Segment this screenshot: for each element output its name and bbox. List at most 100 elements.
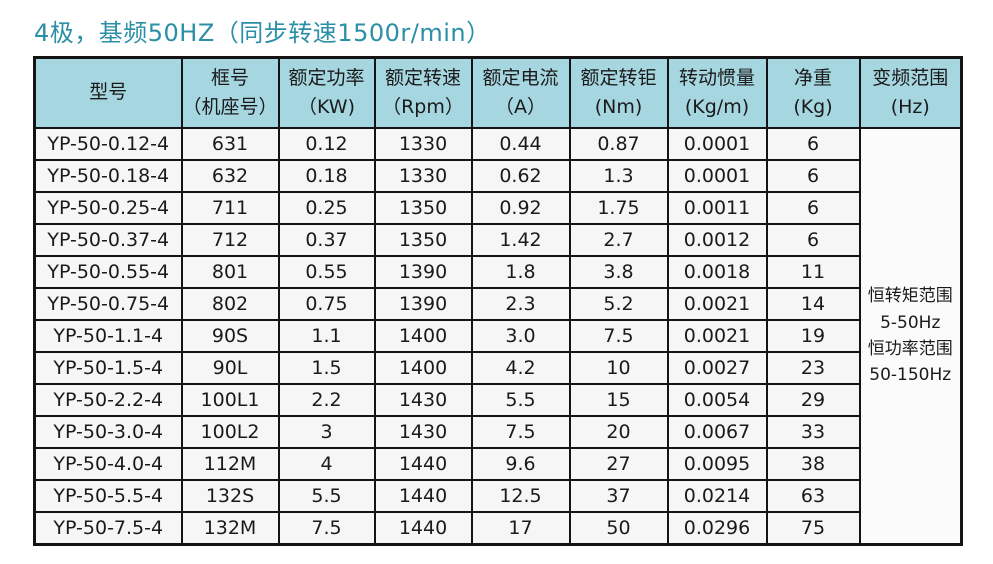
table-row: YP-50-1.1-4 90S 1.1 1400 3.0 7.5 0.0021 19 [33, 319, 962, 353]
value-cell: 4 [277, 447, 376, 481]
column-header: 框号 （机座号） [180, 56, 280, 129]
value-cell: 11 [765, 255, 861, 289]
value-cell: 33 [765, 415, 861, 449]
model-cell: YP-50-0.18-4 [33, 159, 183, 193]
value-cell: 0.0214 [666, 479, 768, 513]
value-cell: 0.25 [277, 191, 376, 225]
model-cell: YP-50-5.5-4 [33, 479, 183, 513]
column-header-label: 净重 [793, 66, 832, 89]
model-cell: YP-50-0.75-4 [33, 287, 183, 321]
column-header: 额定功率 （KW) [277, 56, 376, 129]
column-header-unit: （机座号） [182, 96, 278, 118]
model-cell: YP-50-0.37-4 [33, 223, 183, 257]
value-cell: 9.6 [470, 447, 571, 481]
column-header-label: 额定电流 [482, 66, 559, 89]
model-cell: YP-50-7.5-4 [33, 511, 183, 546]
value-cell: 1.8 [470, 255, 571, 289]
table-row: YP-50-2.2-4 100L1 2.2 1430 5.5 15 0.0054 29 [33, 383, 962, 417]
value-cell: 7.5 [568, 319, 669, 353]
table-row: YP-50-4.0-4 112M 4 1440 9.6 27 0.0095 38 [33, 447, 962, 481]
column-header: 净重 (Kg) [765, 56, 861, 129]
value-cell: 5.5 [470, 383, 571, 417]
value-cell: 19 [765, 319, 861, 353]
value-cell: 1.1 [277, 319, 376, 353]
value-cell: 632 [180, 159, 280, 193]
value-cell: 6 [765, 159, 861, 193]
value-cell: 0.0021 [666, 319, 768, 353]
column-header-unit: (Kg/m) [684, 96, 750, 118]
column-header-unit: (Kg) [793, 96, 833, 118]
value-cell: 631 [180, 127, 280, 161]
value-cell: 1440 [373, 479, 473, 513]
column-header: 型号 [33, 56, 183, 129]
column-header: 转动惯量 (Kg/m) [666, 56, 768, 129]
table-row: YP-50-1.5-4 90L 1.5 1400 4.2 10 0.0027 23 [33, 351, 962, 385]
value-cell: 0.92 [470, 191, 571, 225]
frequency-range-line: 5-50Hz [880, 312, 941, 333]
value-cell: 6 [765, 191, 861, 225]
value-cell: 5.5 [277, 479, 376, 513]
table-row: YP-50-7.5-4 132M 7.5 1440 17 50 0.0296 75 [33, 511, 962, 546]
value-cell: 1350 [373, 191, 473, 225]
value-cell: 3.8 [568, 255, 669, 289]
page-title: 4极，基频50HZ（同步转速1500r/min） [34, 19, 491, 47]
table-row: YP-50-0.55-4 801 0.55 1390 1.8 3.8 0.0018 11 [33, 255, 962, 289]
value-cell: 5.2 [568, 287, 669, 321]
value-cell: 1430 [373, 415, 473, 449]
value-cell: 132M [180, 511, 280, 546]
value-cell: 90S [180, 319, 280, 353]
column-header-unit: （KW) [298, 96, 355, 118]
value-cell: 75 [765, 511, 861, 546]
frequency-range-line: 50-150Hz [869, 365, 952, 386]
value-cell: 0.0027 [666, 351, 768, 385]
column-header: 额定电流 （A） [470, 56, 571, 129]
model-cell: YP-50-1.5-4 [33, 351, 183, 385]
value-cell: 132S [180, 479, 280, 513]
value-cell: 1.42 [470, 223, 571, 257]
table-row: YP-50-5.5-4 132S 5.5 1440 12.5 37 0.0214 63 [33, 479, 962, 513]
value-cell: 38 [765, 447, 861, 481]
table-header-row: 型号 框号 （机座号） 额定功率 （KW) 额定转速 （Rpm） 额定电流 （A） 额定转钜 (Nm… [33, 56, 963, 129]
table-row: YP-50-0.12-4 631 0.12 1330 0.44 0.87 0.0001 6 恒转… [33, 127, 963, 546]
value-cell: 1.75 [568, 191, 669, 225]
column-header-label: 额定功率 [288, 66, 365, 89]
value-cell: 0.0001 [666, 159, 768, 193]
value-cell: 6 [765, 127, 861, 161]
value-cell: 112M [180, 447, 280, 481]
value-cell: 0.18 [277, 159, 376, 193]
table-row: YP-50-0.25-4 711 0.25 1350 0.92 1.75 0.0011 6 [33, 191, 962, 225]
column-header-label: 型号 [89, 81, 128, 104]
model-cell: YP-50-2.2-4 [33, 383, 183, 417]
column-header-unit: （A） [495, 96, 546, 118]
value-cell: 15 [568, 383, 669, 417]
value-cell: 0.0012 [666, 223, 768, 257]
value-cell: 27 [568, 447, 669, 481]
value-cell: 711 [180, 191, 280, 225]
column-header-unit: (Nm) [594, 96, 643, 118]
value-cell: 10 [568, 351, 669, 385]
value-cell: 29 [765, 383, 861, 417]
value-cell: 0.75 [277, 287, 376, 321]
column-header: 变频范围 (Hz) [858, 56, 963, 129]
value-cell: 1400 [373, 319, 473, 353]
value-cell: 3.0 [470, 319, 571, 353]
model-cell: YP-50-0.12-4 [33, 127, 183, 161]
value-cell: 0.0095 [666, 447, 768, 481]
value-cell: 7.5 [470, 415, 571, 449]
frequency-range-line: 恒转矩范围 [867, 286, 953, 307]
value-cell: 2.3 [470, 287, 571, 321]
column-header-label: 额定转钜 [580, 66, 657, 89]
spec-sheet-page: 4极，基频50HZ（同步转速1500r/min） 型号 框号 （机座号） 额定功率 （K… [33, 19, 963, 546]
table-row: YP-50-3.0-4 100L2 3 1430 7.5 20 0.0067 33 [33, 415, 962, 449]
value-cell: 14 [765, 287, 861, 321]
value-cell: 100L2 [180, 415, 280, 449]
value-cell: 0.62 [470, 159, 571, 193]
value-cell: 17 [470, 511, 571, 546]
value-cell: 0.0018 [666, 255, 768, 289]
value-cell: 0.0296 [666, 511, 768, 546]
value-cell: 50 [568, 511, 669, 546]
column-header-label: 转动惯量 [678, 66, 755, 89]
value-cell: 1390 [373, 255, 473, 289]
column-header-label: 额定转速 [384, 66, 461, 89]
value-cell: 0.0001 [666, 127, 768, 161]
